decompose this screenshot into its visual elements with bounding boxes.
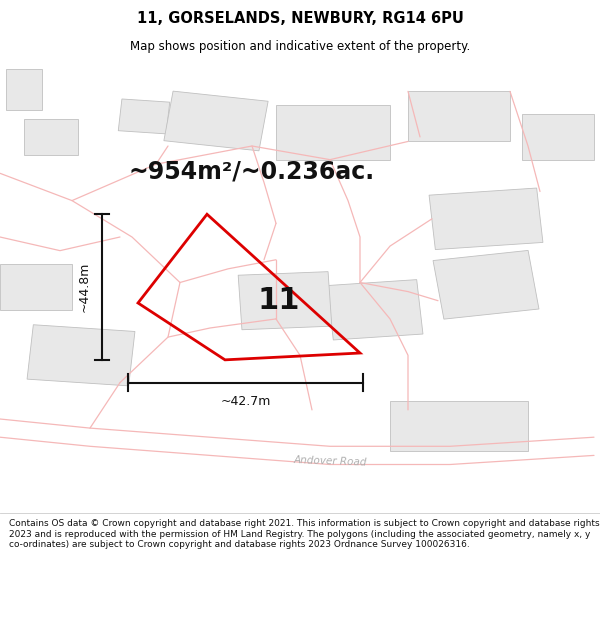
Text: ~44.8m: ~44.8m — [77, 262, 91, 312]
Polygon shape — [327, 279, 423, 340]
Polygon shape — [27, 325, 135, 386]
Polygon shape — [429, 188, 543, 249]
Text: ~42.7m: ~42.7m — [220, 395, 271, 408]
Text: ~954m²/~0.236ac.: ~954m²/~0.236ac. — [129, 159, 375, 183]
Polygon shape — [390, 401, 528, 451]
Polygon shape — [6, 69, 42, 109]
Polygon shape — [24, 119, 78, 155]
Text: Map shows position and indicative extent of the property.: Map shows position and indicative extent… — [130, 39, 470, 52]
Text: Contains OS data © Crown copyright and database right 2021. This information is : Contains OS data © Crown copyright and d… — [9, 519, 599, 549]
Polygon shape — [433, 251, 539, 319]
Text: Andover Road: Andover Road — [293, 454, 367, 467]
Polygon shape — [118, 99, 170, 134]
Text: 11: 11 — [258, 286, 300, 315]
Polygon shape — [522, 114, 594, 159]
Polygon shape — [276, 105, 390, 159]
Polygon shape — [0, 264, 72, 310]
Polygon shape — [238, 272, 332, 330]
Text: 11, GORSELANDS, NEWBURY, RG14 6PU: 11, GORSELANDS, NEWBURY, RG14 6PU — [137, 11, 463, 26]
Polygon shape — [408, 91, 510, 141]
Polygon shape — [164, 91, 268, 151]
